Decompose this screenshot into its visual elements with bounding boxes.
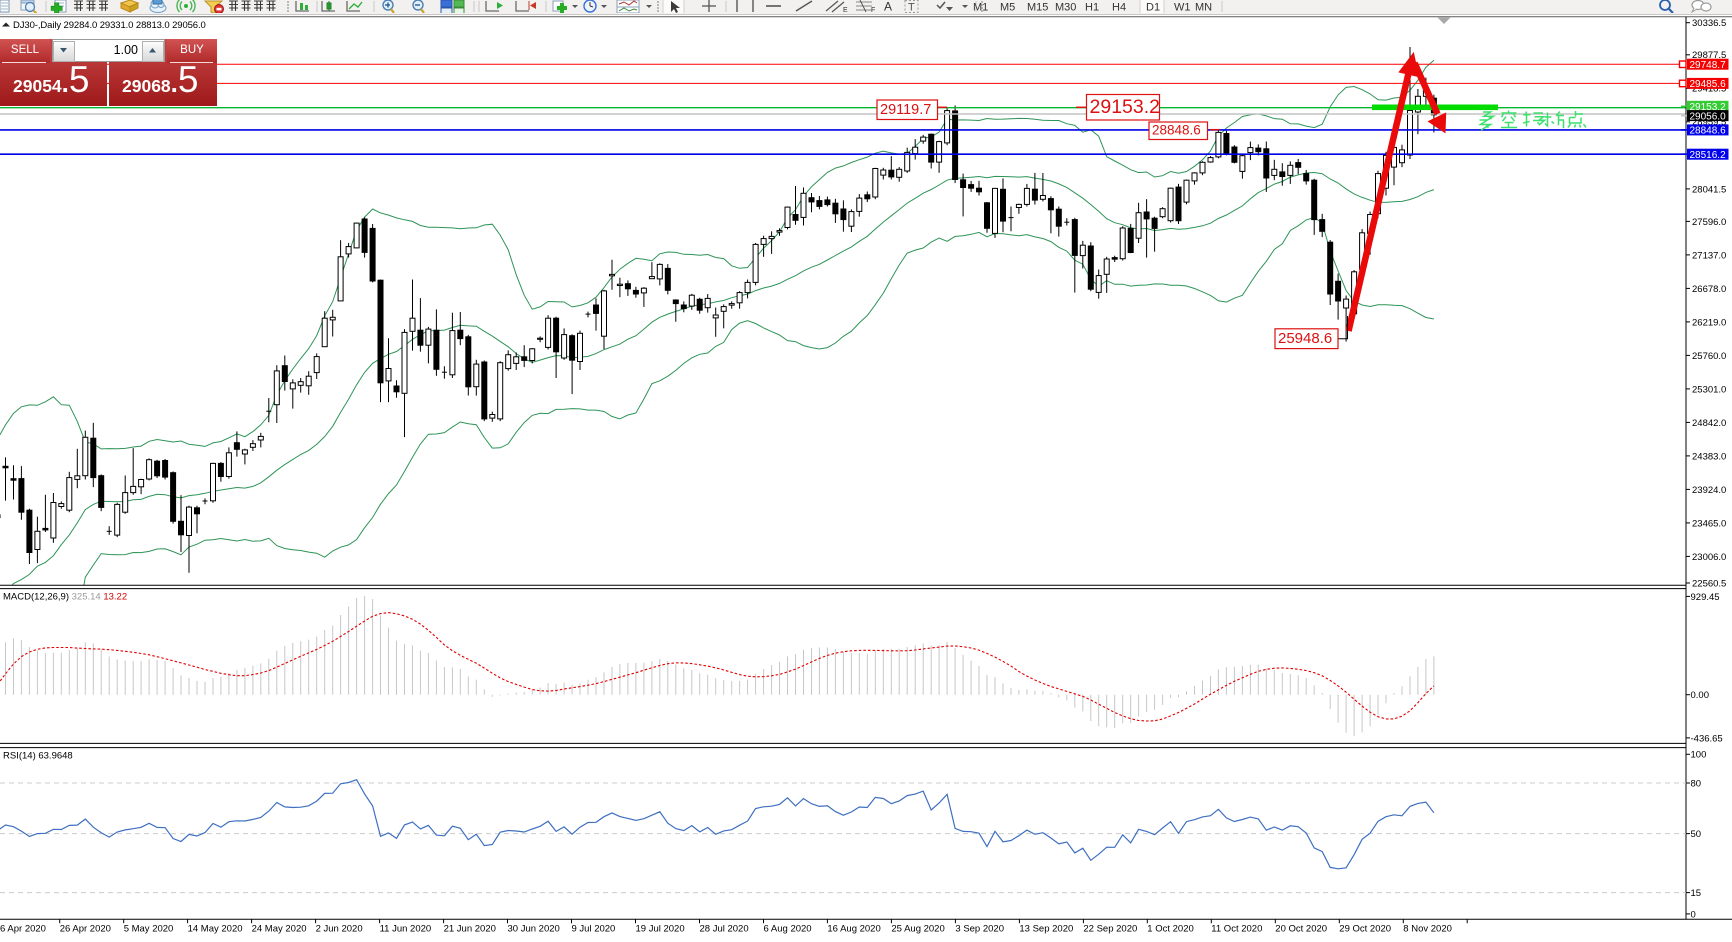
svg-text:2 Jun 2020: 2 Jun 2020: [316, 924, 363, 935]
svg-text:6 Apr 2020: 6 Apr 2020: [0, 924, 46, 935]
svg-text:27137.0: 27137.0: [1692, 250, 1726, 261]
svg-text:100: 100: [1691, 750, 1707, 761]
svg-text:13 Sep 2020: 13 Sep 2020: [1019, 924, 1073, 935]
svg-text:23465.0: 23465.0: [1692, 518, 1726, 529]
svg-text:MN: MN: [1195, 2, 1212, 14]
svg-text:929.45: 929.45: [1691, 592, 1720, 603]
svg-text:29119.7: 29119.7: [880, 102, 931, 118]
svg-text:30 Jun 2020: 30 Jun 2020: [508, 924, 560, 935]
svg-text:H1: H1: [1085, 2, 1099, 14]
svg-text:6 Aug 2020: 6 Aug 2020: [764, 924, 812, 935]
svg-text:W1: W1: [1174, 2, 1191, 14]
svg-text:-436.65: -436.65: [1691, 733, 1723, 744]
svg-text:25 Aug 2020: 25 Aug 2020: [891, 924, 944, 935]
svg-text:A: A: [884, 0, 892, 13]
svg-text:28 Jul 2020: 28 Jul 2020: [700, 924, 749, 935]
svg-text:8 Nov 2020: 8 Nov 2020: [1403, 924, 1452, 935]
svg-text:23006.0: 23006.0: [1692, 552, 1726, 563]
svg-text:T: T: [908, 2, 915, 14]
svg-text:29748.7: 29748.7: [1690, 60, 1727, 71]
svg-text:9 Jul 2020: 9 Jul 2020: [572, 924, 616, 935]
svg-text:3 Sep 2020: 3 Sep 2020: [955, 924, 1004, 935]
svg-text:M5: M5: [1000, 2, 1015, 14]
svg-text:E: E: [843, 7, 848, 13]
svg-text:5 May 2020: 5 May 2020: [124, 924, 174, 935]
svg-text:29418.5: 29418.5: [1692, 84, 1726, 95]
svg-text:24383.0: 24383.0: [1692, 451, 1726, 462]
svg-text:DJ30-,Daily 29284.0 29331.0 2: DJ30-,Daily 29284.0 29331.0 28813.0 2905…: [13, 20, 206, 31]
svg-text:30336.5: 30336.5: [1692, 18, 1726, 29]
svg-text:50: 50: [1691, 829, 1702, 840]
svg-text:11 Jun 2020: 11 Jun 2020: [380, 924, 432, 935]
svg-text:25760.0: 25760.0: [1692, 351, 1726, 362]
svg-text:22560.5: 22560.5: [1692, 578, 1726, 589]
svg-text:19 Jul 2020: 19 Jul 2020: [636, 924, 685, 935]
svg-text:28516.2: 28516.2: [1690, 150, 1727, 161]
svg-text:22 Sep 2020: 22 Sep 2020: [1083, 924, 1137, 935]
svg-text:24842.0: 24842.0: [1692, 418, 1726, 429]
svg-text:28959.5: 28959.5: [1692, 117, 1726, 128]
svg-text:26219.0: 26219.0: [1692, 317, 1726, 328]
svg-text:16 Aug 2020: 16 Aug 2020: [827, 924, 880, 935]
svg-text:28848.6: 28848.6: [1690, 126, 1727, 137]
svg-text:11 Oct 2020: 11 Oct 2020: [1211, 924, 1262, 935]
svg-text:15: 15: [1691, 888, 1702, 899]
svg-text:21 Jun 2020: 21 Jun 2020: [444, 924, 496, 935]
svg-text:1 Oct 2020: 1 Oct 2020: [1147, 924, 1193, 935]
svg-text:80: 80: [1691, 778, 1702, 789]
svg-text:29153.2: 29153.2: [1690, 102, 1727, 113]
svg-text:29877.5: 29877.5: [1692, 50, 1726, 61]
svg-text:M1: M1: [973, 2, 988, 14]
svg-text:MACD(12,26,9) 325.14 13.22: MACD(12,26,9) 325.14 13.22: [3, 592, 127, 603]
svg-text:20 Oct 2020: 20 Oct 2020: [1275, 924, 1327, 935]
svg-text:25948.6: 25948.6: [1278, 330, 1332, 347]
svg-text:24 May 2020: 24 May 2020: [252, 924, 307, 935]
svg-text:0: 0: [1691, 909, 1696, 920]
svg-text:29 Oct 2020: 29 Oct 2020: [1339, 924, 1391, 935]
svg-text:27596.0: 27596.0: [1692, 217, 1726, 228]
svg-text:29056.0: 29056.0: [1690, 111, 1727, 122]
svg-text:D1: D1: [1146, 2, 1160, 14]
svg-text:F: F: [871, 7, 875, 13]
svg-text:M15: M15: [1027, 2, 1048, 14]
svg-text:29485.6: 29485.6: [1690, 79, 1727, 90]
svg-text:H4: H4: [1112, 2, 1126, 14]
svg-text:26 Apr 2020: 26 Apr 2020: [60, 924, 111, 935]
svg-text:14 May 2020: 14 May 2020: [188, 924, 243, 935]
svg-text:25301.0: 25301.0: [1692, 384, 1726, 395]
svg-text:0.00: 0.00: [1691, 690, 1710, 701]
svg-text:RSI(14) 63.9648: RSI(14) 63.9648: [3, 751, 73, 762]
svg-text:23924.0: 23924.0: [1692, 485, 1726, 496]
svg-text:28041.5: 28041.5: [1692, 184, 1726, 195]
svg-text:M30: M30: [1055, 2, 1076, 14]
svg-text:29153.2: 29153.2: [1090, 96, 1161, 118]
svg-text:28848.6: 28848.6: [1152, 123, 1201, 138]
svg-text:26678.0: 26678.0: [1692, 284, 1726, 295]
